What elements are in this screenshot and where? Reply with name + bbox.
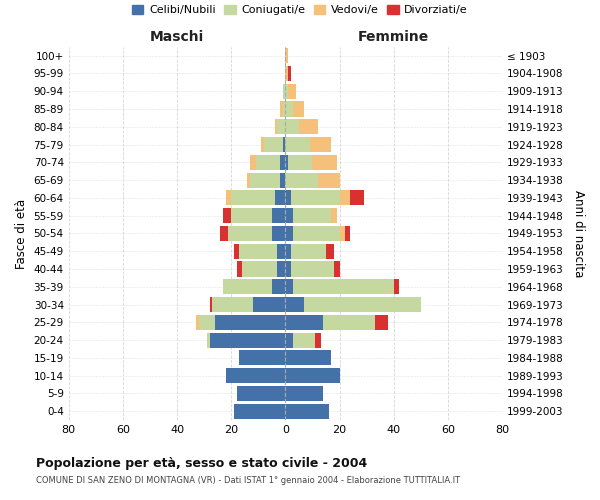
Bar xyxy=(286,119,299,134)
Bar xyxy=(286,332,293,347)
Bar xyxy=(293,208,331,223)
Bar xyxy=(209,297,212,312)
Text: COMUNE DI SAN ZENO DI MONTAGNA (VR) - Dati ISTAT 1° gennaio 2004 - Elaborazione : COMUNE DI SAN ZENO DI MONTAGNA (VR) - Da… xyxy=(36,476,460,485)
Bar xyxy=(286,297,304,312)
Bar xyxy=(207,332,209,347)
Bar xyxy=(286,48,288,63)
Bar xyxy=(286,84,288,99)
Bar xyxy=(277,244,286,259)
Bar xyxy=(340,190,350,206)
Legend: Celibi/Nubili, Coniugati/e, Vedovi/e, Divorziati/e: Celibi/Nubili, Coniugati/e, Vedovi/e, Di… xyxy=(128,0,472,20)
Bar xyxy=(242,262,277,276)
Bar xyxy=(283,102,286,116)
Bar xyxy=(280,172,286,188)
Y-axis label: Anni di nascita: Anni di nascita xyxy=(572,190,585,277)
Bar xyxy=(299,119,318,134)
Y-axis label: Fasce di età: Fasce di età xyxy=(15,198,28,268)
Bar xyxy=(223,279,272,294)
Bar xyxy=(226,368,286,383)
Bar xyxy=(286,190,291,206)
Bar xyxy=(239,244,277,259)
Bar xyxy=(275,190,286,206)
Bar xyxy=(318,172,340,188)
Bar xyxy=(253,297,286,312)
Bar xyxy=(275,119,277,134)
Bar xyxy=(231,208,272,223)
Bar xyxy=(291,262,334,276)
Bar xyxy=(286,137,310,152)
Bar xyxy=(286,155,288,170)
Bar xyxy=(283,137,286,152)
Bar xyxy=(286,172,318,188)
Bar xyxy=(323,315,375,330)
Bar xyxy=(350,190,364,206)
Bar xyxy=(256,155,280,170)
Bar xyxy=(286,386,323,401)
Bar xyxy=(229,226,272,241)
Bar xyxy=(375,315,388,330)
Bar xyxy=(293,102,304,116)
Bar xyxy=(293,226,340,241)
Bar xyxy=(272,279,286,294)
Bar xyxy=(304,297,421,312)
Bar xyxy=(340,226,345,241)
Bar xyxy=(247,172,250,188)
Bar xyxy=(286,66,288,81)
Bar xyxy=(212,297,253,312)
Bar xyxy=(277,119,286,134)
Bar xyxy=(239,350,286,366)
Bar xyxy=(313,155,337,170)
Bar xyxy=(231,190,275,206)
Bar xyxy=(215,315,286,330)
Bar xyxy=(236,262,242,276)
Bar xyxy=(310,137,331,152)
Bar xyxy=(291,190,340,206)
Bar xyxy=(286,315,323,330)
Bar xyxy=(288,155,313,170)
Bar xyxy=(293,332,315,347)
Bar xyxy=(199,315,215,330)
Bar xyxy=(277,262,286,276)
Bar xyxy=(345,226,350,241)
Bar xyxy=(196,315,199,330)
Bar xyxy=(263,137,283,152)
Bar xyxy=(272,226,286,241)
Bar xyxy=(280,102,283,116)
Text: Maschi: Maschi xyxy=(150,30,204,44)
Bar xyxy=(394,279,399,294)
Bar xyxy=(286,244,291,259)
Bar xyxy=(286,262,291,276)
Bar xyxy=(286,208,293,223)
Bar xyxy=(315,332,320,347)
Bar xyxy=(250,172,280,188)
Bar xyxy=(226,190,231,206)
Bar xyxy=(272,208,286,223)
Bar xyxy=(234,404,286,419)
Bar xyxy=(234,244,239,259)
Bar xyxy=(250,155,256,170)
Bar xyxy=(334,262,340,276)
Bar xyxy=(236,386,286,401)
Bar xyxy=(286,102,293,116)
Bar xyxy=(286,226,293,241)
Bar xyxy=(288,84,296,99)
Bar xyxy=(291,244,326,259)
Bar xyxy=(223,208,231,223)
Bar xyxy=(280,155,286,170)
Text: Popolazione per età, sesso e stato civile - 2004: Popolazione per età, sesso e stato civil… xyxy=(36,458,367,470)
Text: Femmine: Femmine xyxy=(358,30,430,44)
Bar xyxy=(288,66,291,81)
Bar xyxy=(293,279,394,294)
Bar xyxy=(286,279,293,294)
Bar xyxy=(286,368,340,383)
Bar xyxy=(261,137,263,152)
Bar xyxy=(283,84,286,99)
Bar xyxy=(286,404,329,419)
Bar xyxy=(326,244,334,259)
Bar xyxy=(331,208,337,223)
Bar xyxy=(209,332,286,347)
Bar xyxy=(220,226,229,241)
Bar xyxy=(286,350,331,366)
